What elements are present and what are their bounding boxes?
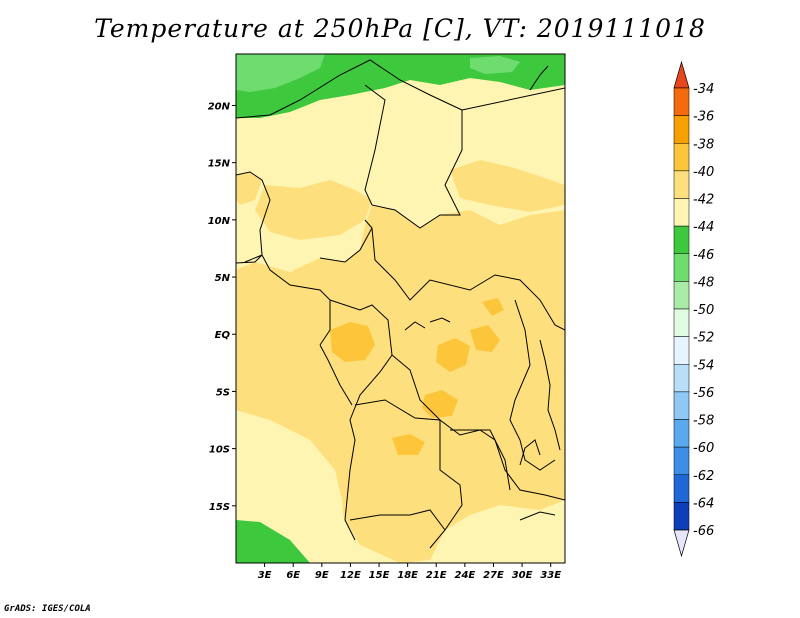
lon-tick-label: 30E xyxy=(512,570,533,581)
lon-tick-label: 27E xyxy=(483,570,504,581)
lon-tick-label: 15E xyxy=(369,570,390,581)
colorbar-segment xyxy=(673,474,690,503)
colorbar-segment xyxy=(673,115,690,144)
lat-tick-label: 10N xyxy=(208,216,231,227)
region-minus-44 xyxy=(236,520,310,563)
colorbar-bottom-triangle xyxy=(673,529,690,558)
colorbar-segment xyxy=(673,198,690,227)
colorbar-segment xyxy=(673,87,690,116)
colorbar-label: -36 xyxy=(693,110,714,125)
region-minus-40 xyxy=(236,172,262,205)
lon-tick-label: 33E xyxy=(540,570,561,581)
colorbar-segment xyxy=(673,225,690,254)
colorbar-segment xyxy=(673,391,690,420)
colorbar-label: -40 xyxy=(693,165,714,180)
lon-tick-label: 18E xyxy=(397,570,418,581)
colorbar-label: -38 xyxy=(693,137,714,152)
latitude-axis: 20N 15N 10N 5N EQ 5S 10S 15S xyxy=(208,101,236,513)
colorbar-label: -64 xyxy=(693,496,714,511)
colorbar-segment xyxy=(673,170,690,199)
region-minus-46 xyxy=(470,56,520,74)
colorbar-label: -50 xyxy=(693,303,714,318)
region-minus-46 xyxy=(236,54,325,92)
colorbar-label: -34 xyxy=(693,82,714,97)
colorbar-segment xyxy=(673,308,690,337)
lon-tick-label: 3E xyxy=(258,570,272,581)
colorbar-label: -54 xyxy=(693,358,714,373)
region-minus-38 xyxy=(482,298,504,316)
region-minus-40 xyxy=(450,160,565,212)
colorbar-label: -60 xyxy=(693,441,714,456)
colorbar-label: -42 xyxy=(693,193,714,208)
lat-tick-label: 5N xyxy=(215,273,231,284)
country-borders xyxy=(236,59,565,549)
colorbar-segment xyxy=(673,364,690,393)
colorbar-segment xyxy=(673,336,690,365)
colorbar-segment xyxy=(673,253,690,282)
colorbar-label: -48 xyxy=(693,275,714,290)
colorbar-labels: -34 -36 -38 -40 -42 -44 -46 -48 -50 -52 -54 -56 -58 -… xyxy=(693,82,714,539)
plot-frame xyxy=(235,53,566,564)
lon-tick-label: 24E xyxy=(454,570,475,581)
region-minus-38 xyxy=(392,434,425,455)
colorbar-segment xyxy=(673,281,690,310)
colorbar-label: -46 xyxy=(693,248,714,263)
colorbar-segment xyxy=(673,143,690,172)
chart-title: Temperature at 250hPa [C], VT: 201911101… xyxy=(94,14,706,43)
region-minus-40 xyxy=(255,180,372,240)
colorbar-label: -62 xyxy=(693,469,714,484)
lat-tick-label: 15S xyxy=(209,502,230,513)
region-minus-38 xyxy=(330,322,375,362)
colorbar-label: -58 xyxy=(693,414,714,429)
region-minus-38 xyxy=(470,325,500,352)
region-minus-38 xyxy=(436,338,470,372)
colorbar-label: -66 xyxy=(693,524,714,539)
lon-tick-label: 21E xyxy=(426,570,447,581)
lat-tick-label: 20N xyxy=(208,101,231,112)
lat-tick-label: EQ xyxy=(215,330,231,341)
colorbar-segment xyxy=(673,502,690,531)
credit-label: GrADS: IGES/COLA xyxy=(4,604,91,614)
colorbar-label: -56 xyxy=(693,386,714,401)
temperature-field xyxy=(236,54,565,563)
lat-tick-label: 5S xyxy=(216,387,230,398)
colorbar-top-triangle xyxy=(673,60,690,89)
colorbar-segment xyxy=(673,419,690,448)
lon-tick-label: 12E xyxy=(340,570,361,581)
colorbar-label: -44 xyxy=(693,220,714,235)
lat-tick-label: 15N xyxy=(208,159,231,170)
colorbar-label: -52 xyxy=(693,331,714,346)
colorbar-segment xyxy=(673,446,690,475)
lat-tick-label: 10S xyxy=(209,445,230,456)
lon-tick-label: 6E xyxy=(286,570,300,581)
lon-tick-label: 9E xyxy=(315,570,329,581)
colorbar-segments xyxy=(673,60,690,558)
longitude-axis: 3E 6E 9E 12E 15E 18E 21E 24E 27E 30E 33E xyxy=(258,563,561,581)
